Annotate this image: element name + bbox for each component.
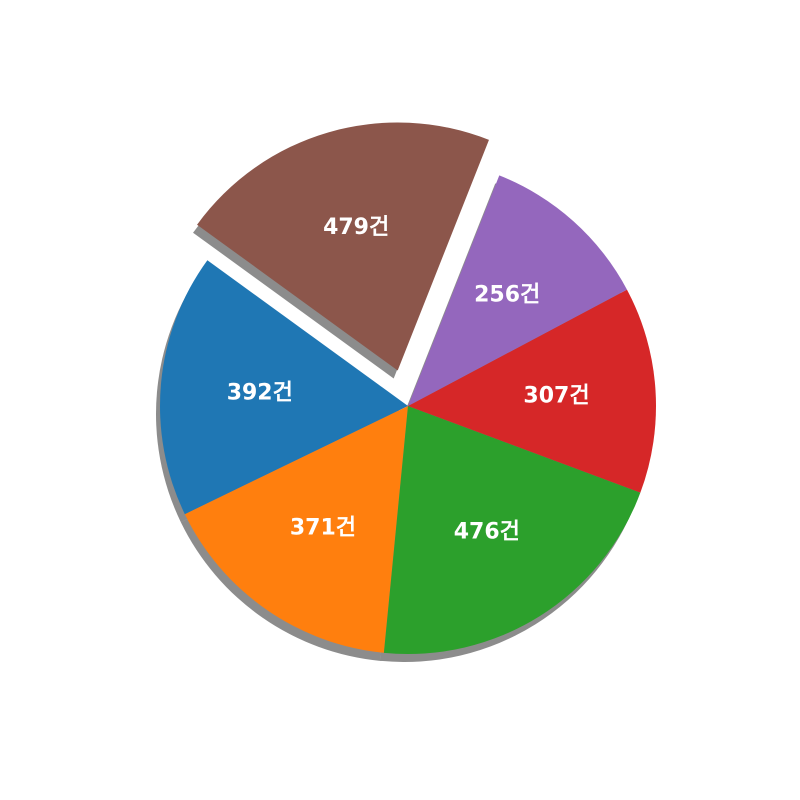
slice-307-label: 307건 [523, 384, 589, 409]
slice-256-label: 256건 [474, 283, 540, 308]
slice-479-label: 479건 [323, 215, 389, 240]
slice-371-label: 371건 [290, 516, 356, 541]
slice-476-label: 476건 [454, 520, 520, 545]
slice-392-label: 392건 [227, 380, 293, 405]
